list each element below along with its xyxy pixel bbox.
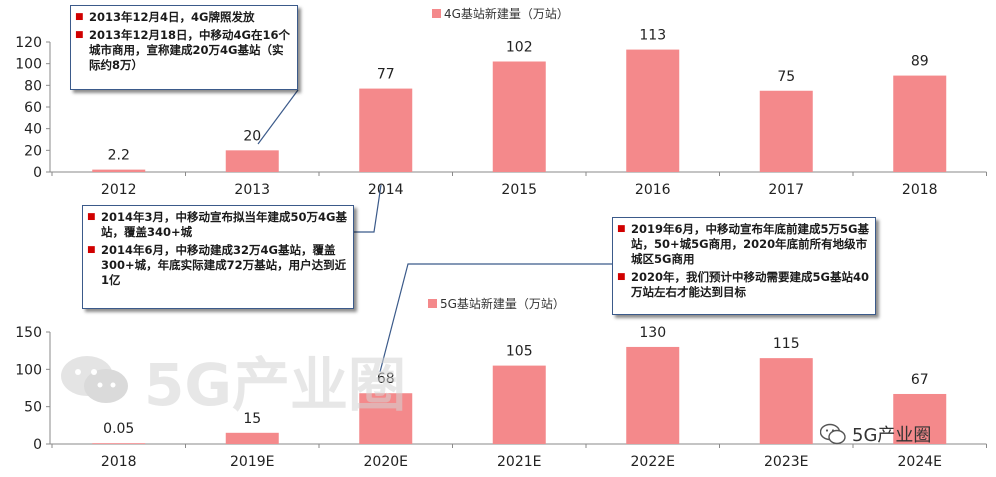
legend-4g-swatch [432,9,441,18]
4g-data-label: 75 [777,69,795,85]
5g-x-tick-label: 2019E [230,454,274,470]
bullet-icon: ■ [87,212,96,222]
4g-x-tick-label: 2015 [501,182,537,198]
4g-x-tick-label: 2012 [101,182,137,198]
5g-data-label: 15 [243,411,261,427]
4g-y-tick-label: 40 [24,122,42,138]
4g-y-tick-label: 0 [33,165,42,181]
5g-x-tick-label: 2020E [364,454,408,470]
5g-x-tick-label: 2022E [631,454,675,470]
bullet-icon: ■ [87,245,96,255]
5g-y-tick-label: 100 [15,362,42,378]
callout-item: ■ 2019年6月，中移动宣布年底前建成5万5G基站，50+城5G商用，2020年… [617,222,869,267]
callout-text: 2013年12月18日，中移动4G在16个城市商用，宣称建成20万4G基站（实际… [89,28,290,72]
callout-2014: ■ 2014年3月，中移动宣布拟当年建成50万4G基站，覆盖340+城 ■ 2014… [82,205,354,309]
5g-bar [492,365,546,444]
4g-data-label: 113 [639,28,666,44]
legend-5g-swatch [428,299,437,308]
4g-y-tick-label: 80 [24,78,42,94]
4g-bar [626,49,680,173]
5g-data-label: 130 [639,325,666,341]
4g-bar [759,90,813,172]
legend-4g: 4G基站新建量（万站） [432,5,569,22]
legend-5g: 5G基站新建量（万站） [428,295,565,312]
4g-data-label: 20 [243,128,261,144]
5g-x-tick-label: 2023E [764,454,808,470]
wechat-icon [61,356,128,403]
4g-bar [893,75,947,172]
callout-text: 2014年6月，中移动建成32万4G基站，覆盖300+城，年底实际建成72万基站… [101,243,347,287]
4g-bar [359,88,413,172]
4g-data-label: 77 [377,67,395,83]
5g-data-label: 68 [377,371,395,387]
4g-bar [225,150,279,172]
watermark: 5G产业圈 [60,338,406,422]
brand: 5G产业圈 [820,421,931,447]
5g-bar [626,346,680,444]
4g-y-tick-label: 100 [15,57,42,73]
5g-data-label: 67 [911,372,929,388]
5g-data-label: 115 [773,336,800,352]
bullet-icon: ■ [617,224,626,234]
watermark-text: 5G产业圈 [144,351,406,419]
4g-x-tick-label: 2013 [234,182,270,198]
5g-x-tick-label: 2024E [898,454,942,470]
4g-x-tick-label: 2014 [368,182,404,198]
4g-y-tick-label: 20 [24,143,42,159]
callout-text: 2013年12月4日，4G牌照发放 [89,10,255,24]
callout-item: ■ 2013年12月18日，中移动4G在16个城市商用，宣称建成20万4G基站（实… [75,28,291,73]
5g-data-label: 105 [506,344,533,360]
4g-x-tick-label: 2016 [635,182,671,198]
callout-text: 2020年，我们预计中移动需要建成5G基站40万站左右才能达到目标 [631,270,869,299]
callout-text: 2019年6月，中移动宣布年底前建成5万5G基站，50+城5G商用，2020年底… [631,222,869,266]
5g-bar [225,432,279,444]
4g-data-label: 2.2 [108,148,130,164]
callout-2013: ■ 2013年12月4日，4G牌照发放 ■ 2013年12月18日，中移动4G在16… [70,5,298,90]
4g-y-tick-label: 60 [24,100,42,116]
callout-item: ■ 2020年，我们预计中移动需要建成5G基站40万站左右才能达到目标 [617,270,869,300]
5g-bar [92,443,146,444]
4g-y-tick-label: 120 [15,35,42,51]
callout-text: 2014年3月，中移动宣布拟当年建成50万4G基站，覆盖340+城 [101,210,347,239]
5g-bar [893,393,947,444]
5g-data-label: 0.05 [103,421,134,437]
bullet-icon: ■ [617,272,626,282]
4g-data-label: 102 [506,40,533,56]
4g-x-tick-label: 2017 [768,182,804,198]
5g-y-tick-label: 0 [33,437,42,453]
brand-text: 5G产业圈 [852,425,932,446]
4g-bar [492,61,546,172]
leader-line-2014 [354,184,382,233]
legend-4g-label: 4G基站新建量（万站） [444,7,569,21]
callout-2019: ■ 2019年6月，中移动宣布年底前建成5万5G基站，50+城5G商用，2020年… [612,217,876,315]
bullet-icon: ■ [75,12,84,22]
4g-x-tick-label: 2018 [902,182,938,198]
callout-item: ■ 2014年3月，中移动宣布拟当年建成50万4G基站，覆盖340+城 [87,210,347,240]
legend-5g-label: 5G基站新建量（万站） [440,297,565,311]
bullet-icon: ■ [75,30,84,40]
5g-bar [359,393,413,444]
callout-item: ■ 2014年6月，中移动建成32万4G基站，覆盖300+城，年底实际建成72万基… [87,243,347,288]
4g-data-label: 89 [911,54,929,70]
leader-line-2013 [257,89,299,145]
wechat-icon [820,423,846,445]
5g-x-tick-label: 2021E [497,454,541,470]
5g-y-tick-label: 150 [15,325,42,341]
callout-item: ■ 2013年12月4日，4G牌照发放 [75,10,291,25]
4g-bar [92,169,146,172]
5g-x-tick-label: 2018 [101,454,137,470]
5g-y-tick-label: 50 [24,400,42,416]
5g-bar [759,358,813,444]
leader-line-2019 [379,263,612,373]
